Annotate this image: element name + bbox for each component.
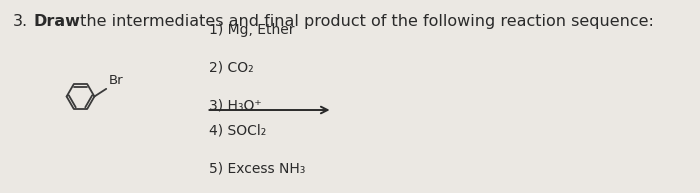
Text: Br: Br xyxy=(108,74,123,87)
Text: the intermediates and final product of the following reaction sequence:: the intermediates and final product of t… xyxy=(75,14,654,29)
Text: 2) CO₂: 2) CO₂ xyxy=(209,61,253,75)
Text: Draw: Draw xyxy=(34,14,80,29)
Text: 1) Mg, Ether: 1) Mg, Ether xyxy=(209,23,294,37)
Text: 3) H₃O⁺: 3) H₃O⁺ xyxy=(209,98,261,113)
Text: 4) SOCl₂: 4) SOCl₂ xyxy=(209,124,266,138)
Text: 5) Excess NH₃: 5) Excess NH₃ xyxy=(209,161,305,175)
Text: 3.: 3. xyxy=(13,14,28,29)
